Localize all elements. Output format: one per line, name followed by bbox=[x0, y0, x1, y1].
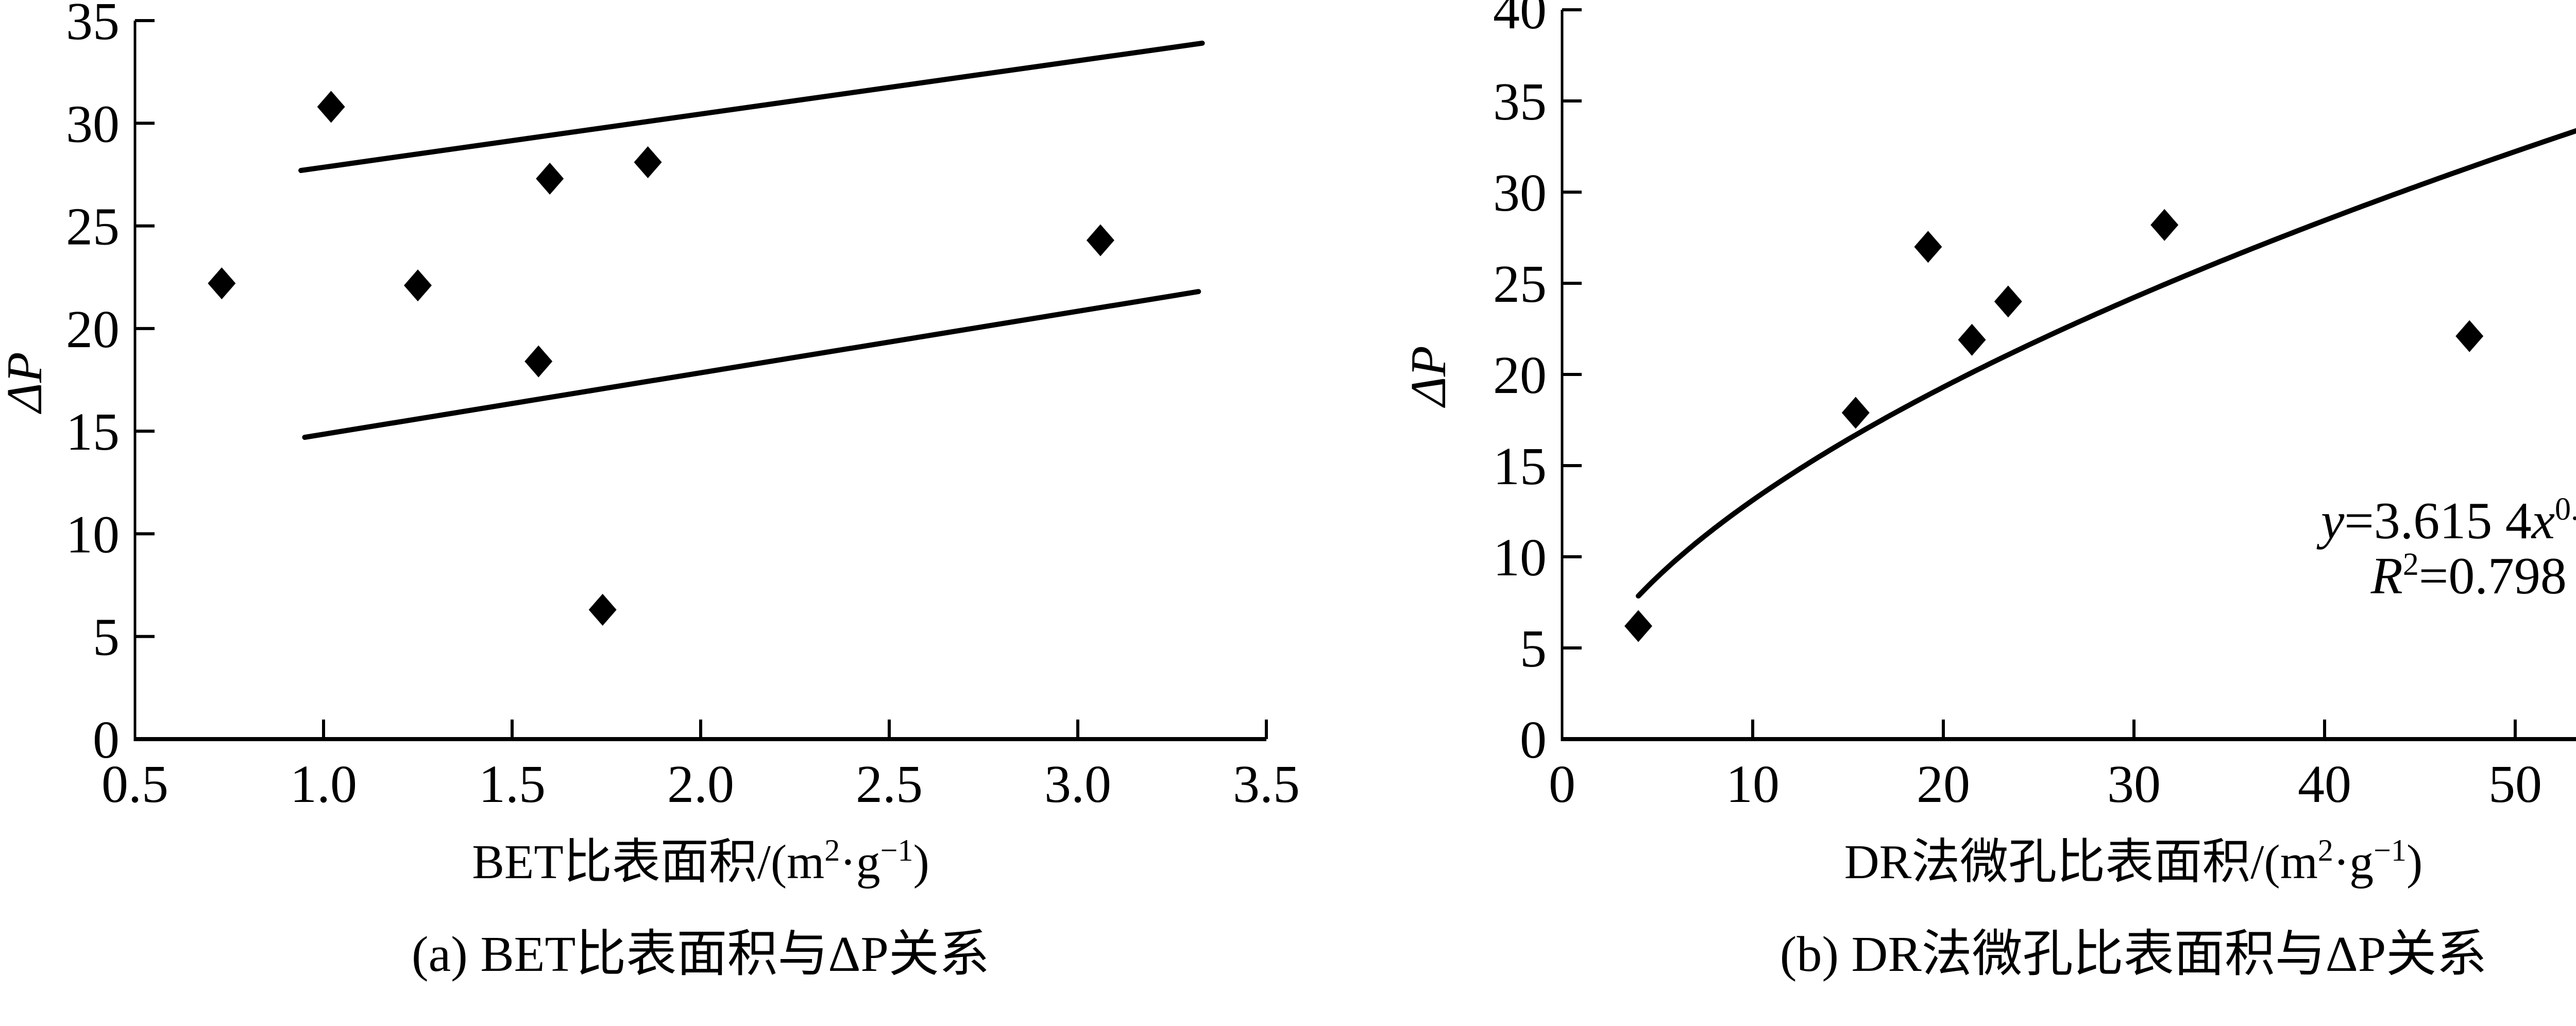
x-tick-label: 3.5 bbox=[1233, 755, 1300, 814]
fit-r-squared: R2=0.798 2 bbox=[2370, 547, 2576, 605]
y-tick-label: 5 bbox=[93, 608, 120, 667]
y-tick-label: 15 bbox=[66, 402, 120, 461]
y-tick-label: 10 bbox=[66, 505, 120, 564]
data-point-diamond bbox=[2150, 209, 2179, 241]
chart-panel-a: 0.5 1.0 1.5 2.0 2.5 3.0 3.5 0 5 10 15 20 25 30 35 ΔP B… bbox=[0, 0, 1300, 982]
data-point-diamond bbox=[536, 162, 564, 195]
chart-panel-b: 01020304050600510152025303540 ΔP DR法微孔比表… bbox=[1401, 0, 2576, 982]
prediction-band-line bbox=[302, 289, 1201, 440]
data-point-diamond bbox=[588, 593, 617, 626]
y-tick-label: 40 bbox=[1493, 0, 1547, 40]
x-tick-label: 10 bbox=[1726, 755, 1780, 814]
y-tick-label: 15 bbox=[1493, 437, 1547, 496]
y-tick-label: 35 bbox=[1493, 72, 1547, 131]
y-axis-title-a: ΔP bbox=[0, 352, 53, 414]
x-tick-label: 40 bbox=[2298, 755, 2351, 814]
data-point-diamond bbox=[317, 91, 345, 123]
data-point-diamond bbox=[1914, 231, 1942, 263]
x-tick-label: 2.5 bbox=[856, 755, 923, 814]
caption-b: (b) DR法微孔比表面积与ΔP关系 bbox=[1780, 927, 2487, 982]
y-tick-label: 0 bbox=[1520, 710, 1547, 770]
x-tick-label: 3.0 bbox=[1044, 755, 1111, 814]
fit-curve bbox=[1636, 128, 2576, 599]
data-point-diamond bbox=[524, 345, 553, 378]
y-tick-label: 30 bbox=[66, 94, 120, 153]
x-tick-label: 1.0 bbox=[290, 755, 357, 814]
x-tick-label: 20 bbox=[1917, 755, 1970, 814]
y-tick-label: 25 bbox=[66, 197, 120, 256]
y-tick-label: 10 bbox=[1493, 528, 1547, 587]
caption-a: (a) BET比表面积与ΔP关系 bbox=[412, 927, 990, 982]
data-point-diamond bbox=[208, 267, 236, 300]
y-tick-label: 0 bbox=[93, 710, 120, 770]
data-point-diamond bbox=[404, 269, 432, 302]
y-tick-label: 20 bbox=[66, 300, 120, 359]
x-tick-label: 1.5 bbox=[479, 755, 546, 814]
data-point-diamond bbox=[1624, 610, 1652, 642]
x-tick-label: 30 bbox=[2107, 755, 2161, 814]
plot-area-a: 0.5 1.0 1.5 2.0 2.5 3.0 3.5 0 5 10 15 20 25 30 35 bbox=[66, 0, 1300, 814]
x-tick-label: 2.0 bbox=[667, 755, 734, 814]
data-point-diamond bbox=[1086, 224, 1114, 256]
data-point-diamond bbox=[2455, 320, 2484, 352]
data-point-diamond bbox=[1841, 397, 1870, 429]
data-point-diamond bbox=[1994, 285, 2022, 318]
x-tick-label: 0 bbox=[1549, 755, 1575, 814]
prediction-band-line bbox=[298, 40, 1205, 173]
y-tick-label: 35 bbox=[66, 0, 120, 51]
data-point-diamond bbox=[634, 146, 662, 179]
y-tick-label: 20 bbox=[1493, 346, 1547, 405]
fit-equation: y=3.615 4x0.559 2 bbox=[2316, 492, 2576, 550]
data-point-diamond bbox=[1958, 323, 1986, 356]
y-tick-label: 30 bbox=[1493, 163, 1547, 223]
y-tick-label: 25 bbox=[1493, 254, 1547, 314]
x-tick-label: 50 bbox=[2488, 755, 2542, 814]
y-axis-title-b: ΔP bbox=[1401, 346, 1456, 408]
plot-area-b: 01020304050600510152025303540 bbox=[1493, 0, 2576, 814]
x-axis-title-b: DR法微孔比表面积/(m2·g−1) bbox=[1844, 833, 2423, 889]
x-axis-title-a: BET比表面积/(m2·g−1) bbox=[472, 833, 929, 889]
x-tick-label: 0.5 bbox=[101, 755, 168, 814]
y-tick-label: 5 bbox=[1520, 619, 1547, 678]
